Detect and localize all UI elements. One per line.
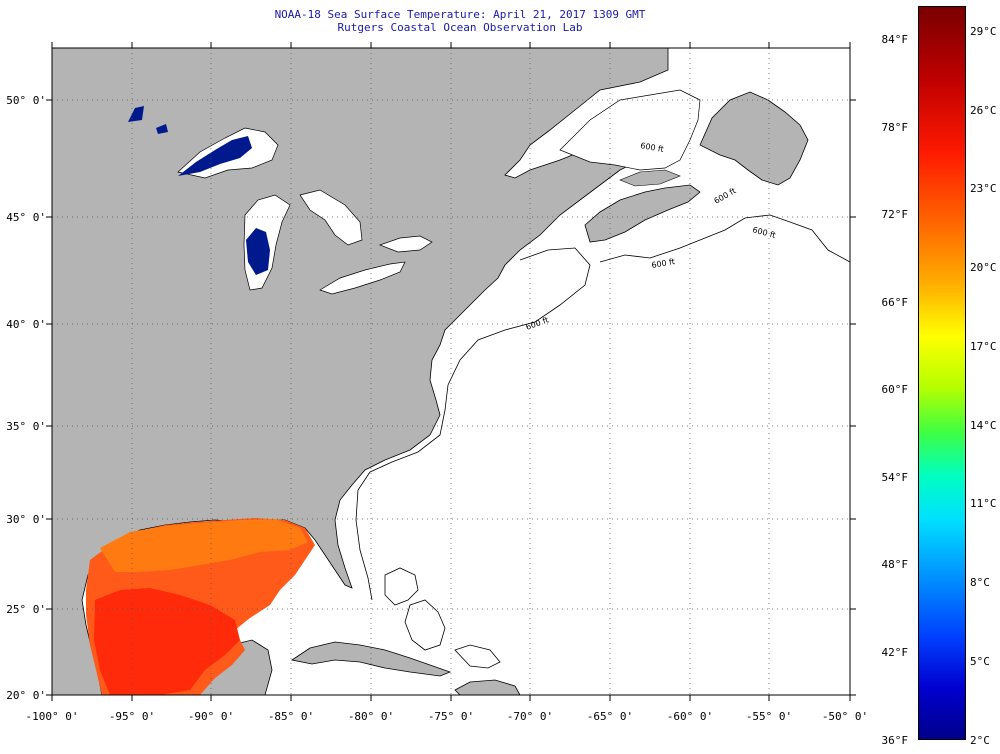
cb-c-5: 5°C [970,655,990,668]
northern-lake-sst [128,106,168,134]
cb-f-48: 48°F [881,558,909,571]
cb-c-17: 17°C [970,340,997,353]
cb-c-20: 20°C [970,261,997,274]
lake-superior-sst [178,136,252,176]
bahamas-banks [384,567,501,669]
lon-label-90: -90° 0' [188,710,234,723]
gulf-sst-orange [100,519,308,572]
cb-f-78: 78°F [881,121,909,134]
gulf-sst-hot [94,588,240,695]
cb-c-2: 2°C [970,734,990,747]
cb-f-60: 60°F [881,383,909,396]
temperature-colorbar [918,6,966,740]
lon-label-50: -50° 0' [822,710,868,723]
lake-erie [319,261,406,295]
lon-label-85: -85° 0' [268,710,314,723]
north-america-land [51,47,669,696]
lat-label-25: 25° 0' [6,603,46,616]
grid-lines [52,48,850,695]
cb-f-54: 54°F [881,471,909,484]
lon-label-55: -55° 0' [746,710,792,723]
shelf-contour-northeast [599,214,851,263]
lake-ontario [378,235,433,253]
cb-c-29: 29°C [970,25,997,38]
lon-label-100: -100° 0' [26,710,79,723]
lat-label-30: 30° 0' [6,513,46,526]
cb-c-11: 11°C [970,497,997,510]
contour-label-2: 600 ft [651,257,676,270]
gulf-st-lawrence [559,89,701,171]
cb-c-26: 26°C [970,104,997,117]
lat-label-45: 45° 0' [6,211,46,224]
lat-label-35: 35° 0' [6,420,46,433]
lon-label-70: -70° 0' [507,710,553,723]
lat-label-40: 40° 0' [6,318,46,331]
cb-f-72: 72°F [881,208,909,221]
newfoundland-land [699,91,809,186]
lon-label-65: -65° 0' [587,710,633,723]
title-line-2: Rutgers Coastal Ocean Observation Lab [337,21,583,34]
contour-label-4: 600 ft [640,141,665,154]
cb-c-14: 14°C [970,419,997,432]
cb-c-23: 23°C [970,182,997,195]
longitude-labels: -100° 0' -95° 0' -90° 0' -85° 0' -80° 0'… [26,710,869,723]
cb-c-8: 8°C [970,576,990,589]
map-title: NOAA-18 Sea Surface Temperature: April 2… [200,8,720,34]
cuba-land [290,641,452,677]
cb-f-42: 42°F [881,646,909,659]
pei-land [619,169,681,187]
lake-huron [299,189,363,246]
cb-f-84: 84°F [881,33,909,46]
cb-f-66: 66°F [881,296,909,309]
lon-label-95: -95° 0' [109,710,155,723]
lon-label-80: -80° 0' [348,710,394,723]
lon-label-75: -75° 0' [428,710,474,723]
nova-scotia-land [584,184,701,243]
lat-label-50: 50° 0' [6,94,46,107]
frame-ticks [46,42,856,701]
latitude-labels: 50° 0' 45° 0' 40° 0' 35° 0' 30° 0' 25° 0… [6,94,46,702]
shelf-contour [355,247,591,601]
lat-label-20: 20° 0' [6,689,46,702]
lake-michigan-sst [246,228,270,275]
cb-f-36: 36°F [881,734,909,747]
title-line-1: NOAA-18 Sea Surface Temperature: April 2… [274,8,646,21]
lon-label-60: -60° 0' [667,710,713,723]
